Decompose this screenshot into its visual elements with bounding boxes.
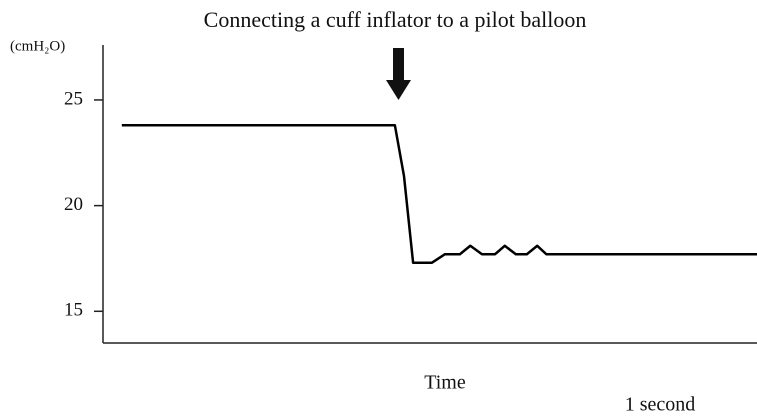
- y-tick-label: 15: [64, 300, 83, 321]
- y-axis-label: (cmH₂O): [10, 38, 65, 54]
- arrow: [386, 48, 411, 100]
- x-axis-label: Time: [424, 372, 466, 394]
- line-series: [121, 124, 757, 264]
- y-tick-label: 25: [64, 88, 83, 109]
- y-tick-label: 20: [64, 194, 83, 215]
- scale-label: 1 second: [625, 394, 696, 416]
- chart-title: Connecting a cuff inflator to a pilot ba…: [204, 7, 587, 32]
